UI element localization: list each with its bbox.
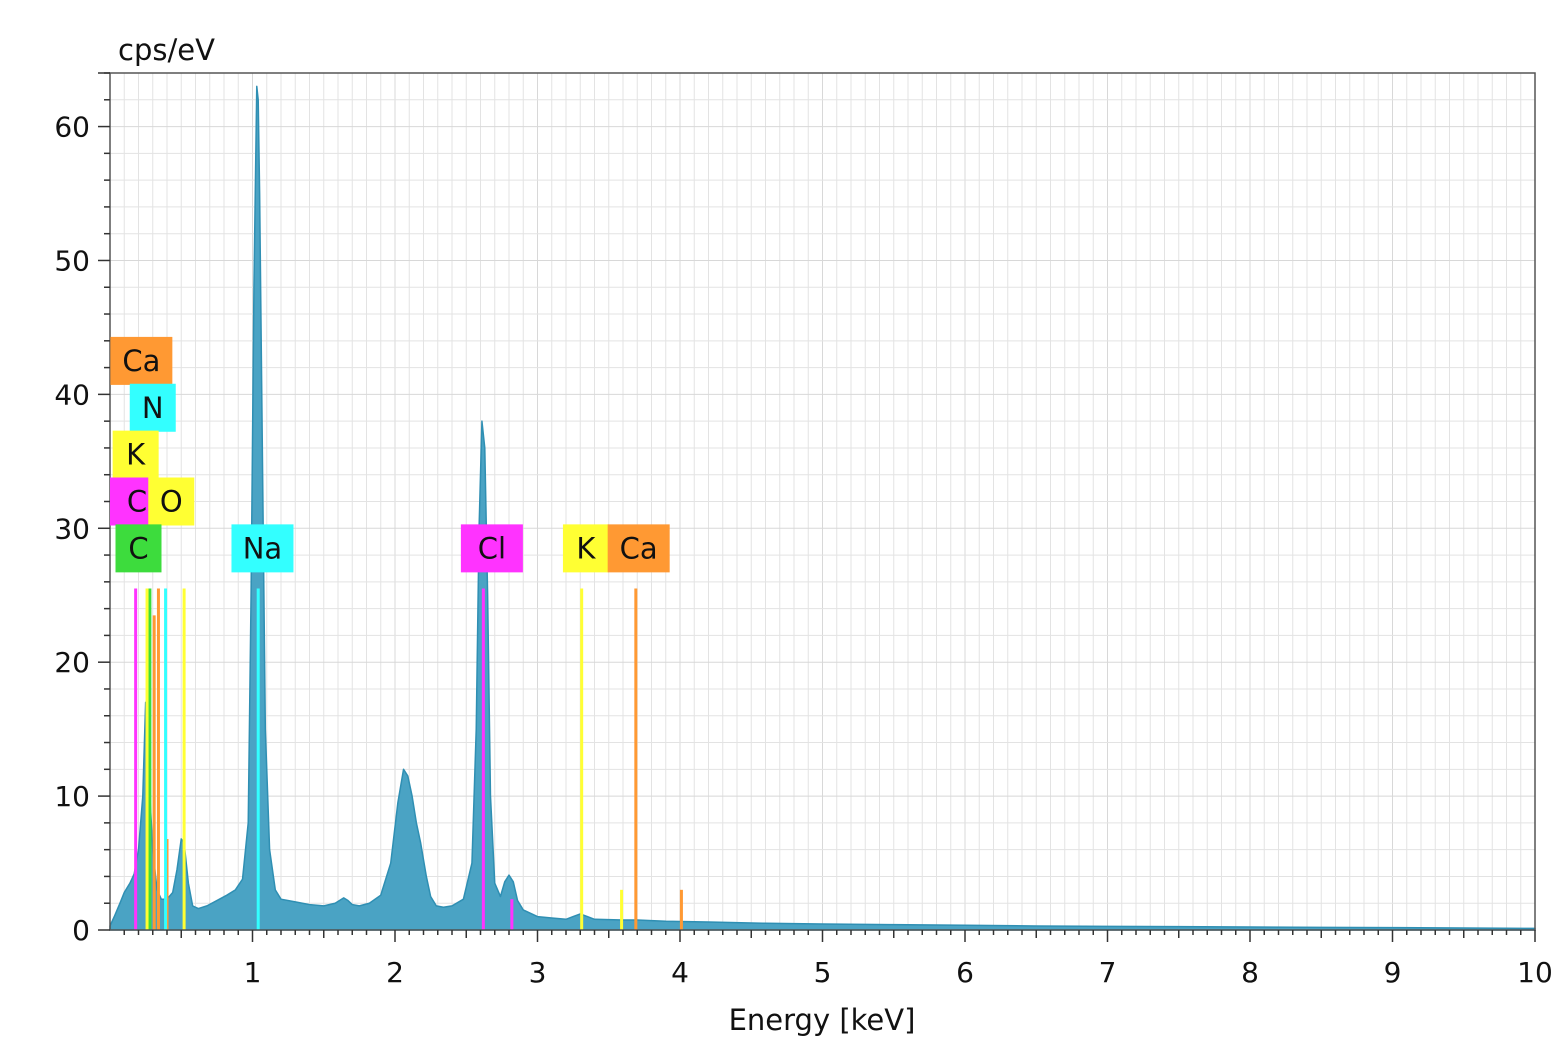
x-axis-title: Energy [keV] (729, 1003, 916, 1037)
element-markers (134, 588, 683, 930)
element-label-text: K (576, 531, 596, 565)
element-label-text: C (128, 531, 148, 565)
element-label-ca: Ca (110, 336, 173, 385)
element-label-n: N (129, 383, 176, 432)
element-label-box (607, 524, 670, 573)
element-label-cl: Cl (460, 524, 523, 573)
element-label-ca: Ca (607, 524, 670, 573)
x-tick-label: 7 (1099, 956, 1117, 989)
y-tick-label: 50 (54, 244, 90, 277)
x-tick-label: 2 (386, 956, 404, 989)
x-tick-label: 1 (244, 956, 262, 989)
element-label-c: C (115, 524, 162, 573)
y-tick-label: 40 (54, 378, 90, 411)
element-label-text: N (142, 391, 164, 425)
y-tick-label: 0 (72, 914, 90, 947)
spectrum-series (109, 85, 1536, 931)
x-tick-label: 3 (529, 956, 547, 989)
element-label-box (110, 336, 173, 385)
x-tick-label: 10 (1517, 956, 1553, 989)
x-tick-label: 4 (671, 956, 689, 989)
element-label-k: K (562, 524, 609, 573)
y-axis-title: cps/eV (118, 33, 215, 67)
y-tick-label: 30 (54, 512, 90, 545)
x-tick-label: 5 (814, 956, 832, 989)
element-label-text: Ca (620, 531, 658, 565)
x-tick-label: 9 (1384, 956, 1402, 989)
element-label-k: K (112, 430, 159, 479)
element-label-box (231, 524, 294, 573)
y-tick-label: 60 (54, 111, 90, 144)
x-tick-label: 8 (1241, 956, 1259, 989)
element-label-text: K (126, 438, 146, 472)
axes: 0 10 20 30 40 50 60 1 2 3 4 5 6 7 8 9 10 (54, 72, 1553, 989)
element-label-box (115, 524, 162, 573)
element-label-box (562, 524, 609, 573)
element-label-o: O (148, 477, 195, 526)
spectrum-area (109, 85, 1536, 931)
element-label-box (112, 430, 159, 479)
element-label-box (460, 524, 523, 573)
element-label-text: Na (243, 531, 282, 565)
x-tick-label: 6 (956, 956, 974, 989)
grid (110, 73, 1535, 930)
element-label-text: O (160, 485, 183, 519)
y-tick-label: 10 (54, 780, 90, 813)
y-tick-label: 20 (54, 646, 90, 679)
element-label-box (148, 477, 195, 526)
element-label-text: Cl (478, 531, 506, 565)
element-label-na: Na (231, 524, 294, 573)
element-label-text: Ca (122, 344, 160, 378)
element-label-box (129, 383, 176, 432)
